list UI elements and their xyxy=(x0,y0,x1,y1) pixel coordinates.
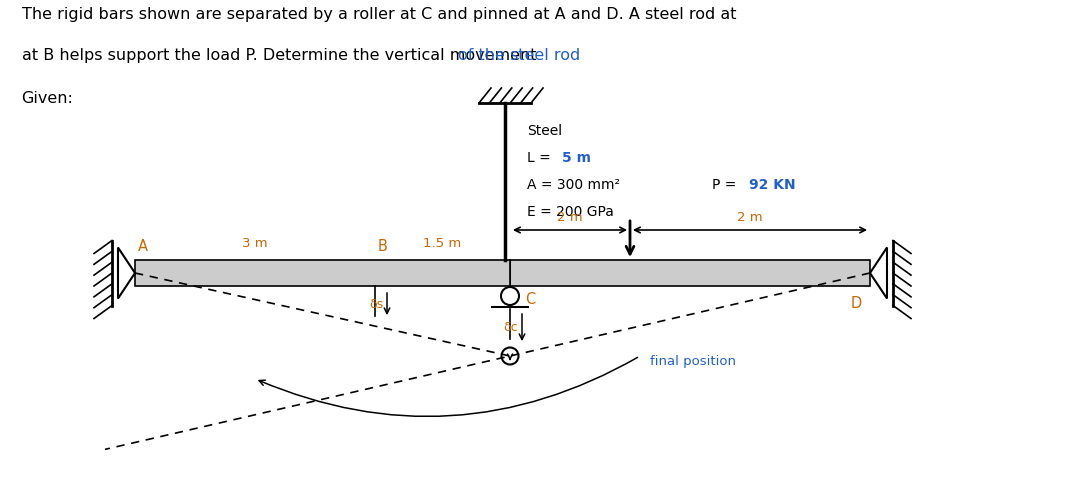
Text: of the steel rod: of the steel rod xyxy=(458,48,580,63)
Text: 2 m: 2 m xyxy=(557,211,583,224)
Text: B: B xyxy=(378,239,388,254)
Text: δs: δs xyxy=(369,297,383,311)
Text: C: C xyxy=(525,292,536,307)
Text: E = 200 GPa: E = 200 GPa xyxy=(527,205,613,219)
Text: 3 m: 3 m xyxy=(242,237,268,250)
Text: at B helps support the load P. Determine the vertical movement: at B helps support the load P. Determine… xyxy=(22,48,541,63)
Bar xyxy=(135,260,510,286)
Text: D: D xyxy=(851,296,862,311)
Bar xyxy=(510,260,870,286)
Text: A: A xyxy=(138,239,148,254)
Text: P =: P = xyxy=(712,178,737,192)
Text: final position: final position xyxy=(650,355,735,368)
Text: A = 300 mm²: A = 300 mm² xyxy=(527,178,620,192)
Text: Given:: Given: xyxy=(22,91,73,106)
Text: δc: δc xyxy=(503,321,518,334)
Text: 5 m: 5 m xyxy=(562,151,591,165)
Text: 1.5 m: 1.5 m xyxy=(423,237,461,250)
Text: Steel: Steel xyxy=(527,124,562,138)
Text: L =: L = xyxy=(527,151,555,165)
Text: The rigid bars shown are separated by a roller at C and pinned at A and D. A ste: The rigid bars shown are separated by a … xyxy=(22,7,737,22)
Text: 92 KN: 92 KN xyxy=(750,178,796,192)
Text: 2 m: 2 m xyxy=(738,211,762,224)
